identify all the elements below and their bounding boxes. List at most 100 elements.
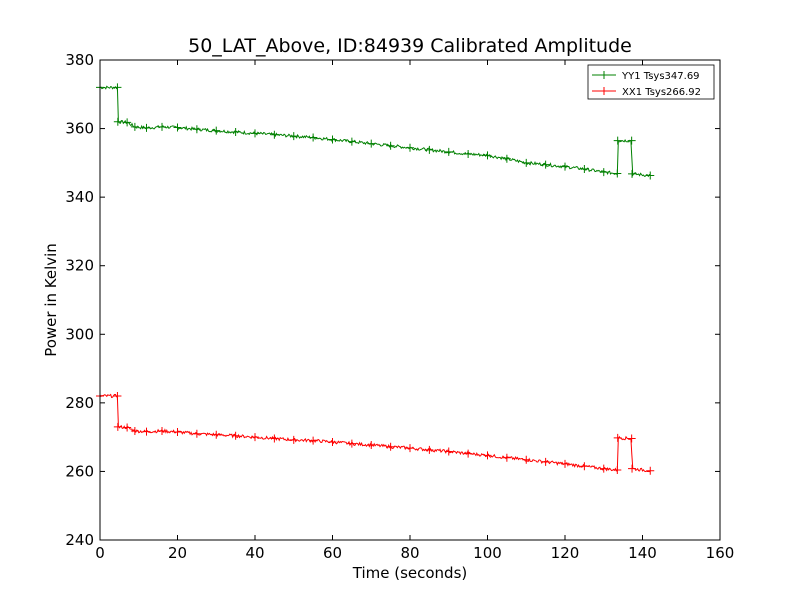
legend-label: XX1 Tsys266.92: [622, 87, 701, 98]
x-tick-label: 80: [400, 544, 419, 562]
chart-title: 50_LAT_Above, ID:84939 Calibrated Amplit…: [188, 35, 632, 57]
data-point-marker: [483, 151, 492, 160]
data-point-marker: [113, 117, 122, 126]
plot-area: [100, 60, 720, 540]
data-point-marker: [386, 141, 395, 150]
data-point-marker: [613, 433, 622, 442]
data-point-marker: [425, 445, 434, 454]
data-point-marker: [613, 466, 622, 475]
data-point-marker: [628, 169, 637, 178]
data-point-marker: [541, 457, 550, 466]
data-point-marker: [123, 118, 132, 127]
data-point-marker: [502, 453, 511, 462]
data-point-marker: [113, 83, 122, 92]
data-point-marker: [251, 433, 259, 442]
data-point-marker: [561, 459, 569, 468]
x-tick-label: 120: [551, 544, 580, 562]
y-axis-title: Power in Kelvin: [42, 243, 60, 357]
data-point-marker: [541, 160, 550, 169]
data-point-marker: [580, 165, 589, 174]
y-tick-label: 240: [65, 531, 94, 549]
data-point-marker: [561, 162, 569, 171]
data-point-marker: [367, 139, 376, 148]
data-point-marker: [173, 428, 182, 436]
data-point-marker: [367, 441, 376, 450]
legend-label: YY1 Tsys347.69: [621, 71, 700, 82]
y-tick-label: 320: [65, 257, 94, 275]
data-point-marker: [464, 149, 473, 158]
y-tick-label: 260: [65, 462, 94, 480]
data-point-marker: [464, 449, 473, 458]
data-point-marker: [425, 145, 434, 154]
data-point-marker: [444, 147, 453, 156]
data-point-marker: [406, 444, 414, 453]
series-layer: [96, 83, 655, 475]
data-point-marker: [142, 123, 151, 132]
data-point-marker: [130, 122, 139, 131]
data-point-marker: [483, 451, 492, 460]
data-point-marker: [270, 130, 279, 139]
data-point-marker: [406, 143, 414, 152]
y-tick-label: 360: [65, 120, 94, 138]
data-point-marker: [328, 437, 337, 446]
data-point-marker: [113, 392, 122, 400]
x-tick-label: 100: [473, 544, 502, 562]
data-point-marker: [142, 427, 151, 436]
data-point-marker: [522, 158, 531, 167]
series-line: [99, 393, 651, 473]
data-point-marker: [386, 442, 395, 451]
data-point-marker: [627, 434, 636, 443]
data-point-marker: [192, 429, 201, 438]
data-point-marker: [580, 462, 589, 471]
series-xx1: [96, 392, 655, 475]
data-point-marker: [613, 169, 622, 178]
data-point-marker: [646, 171, 655, 180]
data-point-marker: [123, 423, 132, 432]
data-point-marker: [289, 132, 298, 141]
x-tick-label: 140: [628, 544, 657, 562]
data-point-marker: [522, 455, 531, 464]
data-point-marker: [231, 431, 240, 440]
data-point-marker: [613, 136, 622, 145]
legend-marker: [600, 87, 608, 95]
data-point-marker: [444, 447, 453, 456]
x-tick-label: 40: [245, 544, 264, 562]
data-point-marker: [231, 128, 240, 136]
data-point-marker: [599, 464, 608, 473]
legend: YY1 Tsys347.69 XX1 Tsys266.92: [587, 64, 715, 100]
data-point-marker: [628, 464, 637, 473]
data-point-marker: [251, 129, 259, 138]
x-tick-label: 160: [706, 544, 735, 562]
data-point-marker: [158, 122, 166, 131]
data-point-marker: [627, 136, 636, 145]
x-tick-label: 60: [323, 544, 342, 562]
legend-box: [587, 64, 715, 100]
data-point-marker: [113, 422, 122, 431]
x-tick-label: 20: [168, 544, 187, 562]
data-point-marker: [646, 466, 655, 475]
data-point-marker: [347, 137, 356, 146]
y-tick-label: 280: [65, 394, 94, 412]
data-point-marker: [192, 125, 201, 134]
series-yy1: [96, 83, 655, 180]
x-axis-title: Time (seconds): [352, 564, 468, 582]
data-point-marker: [328, 135, 337, 144]
data-point-marker: [309, 436, 318, 445]
data-point-marker: [270, 434, 279, 443]
data-point-marker: [212, 430, 221, 439]
series-line: [99, 85, 651, 178]
legend-marker: [600, 71, 608, 79]
y-tick-label: 340: [65, 188, 94, 206]
data-point-marker: [309, 133, 318, 142]
data-point-marker: [158, 426, 166, 435]
data-point-marker: [173, 123, 182, 132]
y-tick-label: 300: [65, 325, 94, 343]
data-point-marker: [599, 168, 608, 177]
data-point-marker: [347, 439, 356, 448]
y-tick-label: 380: [65, 51, 94, 69]
data-point-marker: [502, 154, 511, 163]
x-tick-label: 0: [95, 544, 105, 562]
data-point-marker: [130, 426, 139, 435]
ticks-layer: 0 20 40 60 80 100 120 140 160 240 260 280 300 320 340 3…: [65, 51, 734, 562]
